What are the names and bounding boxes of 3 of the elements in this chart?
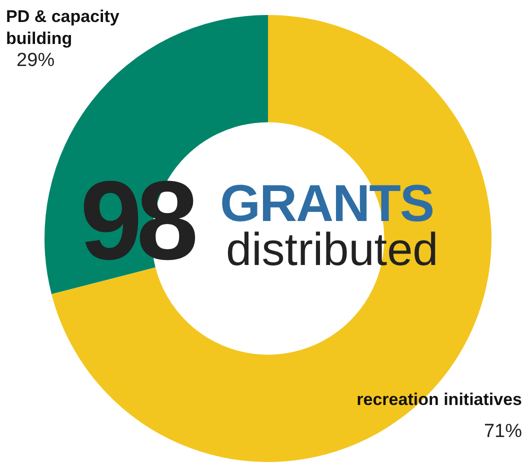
- slice-label: PD & capacity building: [6, 7, 120, 48]
- data-label: 71%: [484, 421, 522, 442]
- data-label: 29%: [16, 50, 55, 71]
